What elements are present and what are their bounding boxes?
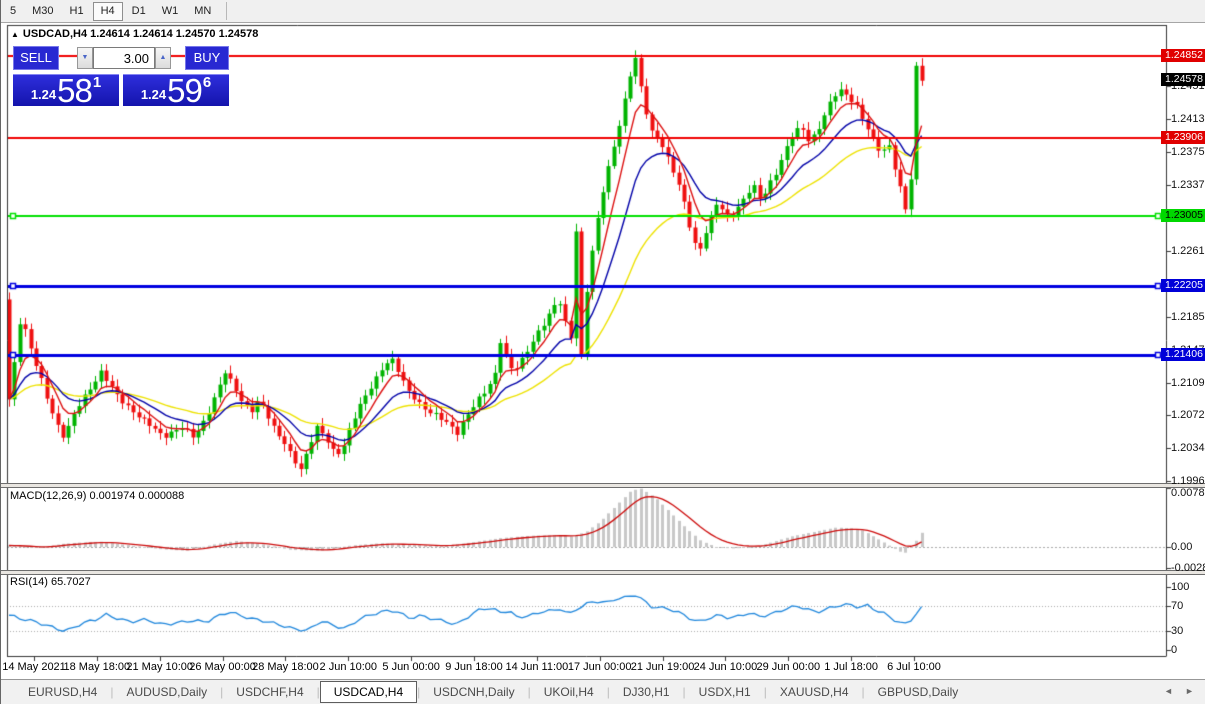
time-axis-label: 21 Jun 19:00 <box>630 661 695 673</box>
hline-price-badge[interactable]: 1.21406 <box>1161 348 1205 362</box>
time-axis-label: 21 May 10:00 <box>126 661 194 673</box>
time-axis-label: 1 Jul 18:00 <box>824 661 879 673</box>
macd-tick: 0.00782 <box>1171 487 1205 499</box>
chart-tab-ukoil-h4[interactable]: UKOil,H4 <box>543 685 594 699</box>
sell-price-big: 58 <box>57 72 93 109</box>
one-click-trading-widget: SELL ▼ ▲ BUY 1.24 58 1 1.24 59 6 <box>13 44 229 109</box>
time-axis-label: 14 Jun 11:00 <box>505 661 569 673</box>
volume-input[interactable] <box>93 47 155 69</box>
chart-title-text: USDCAD,H4 1.24614 1.24614 1.24570 1.2457… <box>22 28 259 40</box>
chart-tab-eurusd-h4[interactable]: EURUSD,H4 <box>28 685 98 699</box>
macd-tick: -0.00285 <box>1171 562 1205 575</box>
price-tick: 1.20720 <box>1171 408 1205 421</box>
chart-tab-xauusd-h4[interactable]: XAUUSD,H4 <box>779 685 849 699</box>
price-tick: 1.23370 <box>1171 178 1205 191</box>
pane-splitter-macd[interactable] <box>1 483 1205 488</box>
tab-separator: | <box>763 685 767 699</box>
price-tick: 1.21850 <box>1171 310 1205 323</box>
chart-tab-usdchf-h4[interactable]: USDCHF,H4 <box>236 685 304 699</box>
sell-price-box[interactable]: 1.24 58 1 <box>13 72 119 109</box>
hline-price-badge[interactable]: 1.22205 <box>1161 278 1205 292</box>
rsi-indicator-label: RSI(14) 65.7027 <box>10 576 91 588</box>
triangle-down-icon: ▼ <box>81 54 89 61</box>
chart-tab-gbpusd-daily[interactable]: GBPUSD,Daily <box>877 685 959 699</box>
hline-price-badge[interactable]: 1.23906 <box>1161 131 1205 145</box>
time-axis-label: 28 May 18:00 <box>252 661 319 673</box>
time-axis-label: 14 May 2021 <box>2 661 66 673</box>
rsi-tick: 30 <box>1171 625 1184 638</box>
buy-button[interactable]: BUY <box>185 46 229 70</box>
buy-price-big: 59 <box>167 72 203 109</box>
price-tick: 1.24130 <box>1171 112 1205 125</box>
price-scale[interactable]: 1.245101.241301.237501.233701.226101.218… <box>1161 0 1205 679</box>
time-axis-label: 2 Jun 10:00 <box>319 661 378 673</box>
hline-price-badge[interactable]: 1.23005 <box>1161 209 1205 223</box>
volume-increase-button[interactable]: ▲ <box>155 47 171 69</box>
tab-separator: | <box>220 685 224 699</box>
tab-separator: | <box>417 685 421 699</box>
time-axis-label: 18 May 18:00 <box>63 661 131 673</box>
chart-tab-bar: EURUSD,H4 | AUDUSD,Daily | USDCHF,H4 | USDCAD,… <box>1 679 1205 704</box>
rsi-tick: 100 <box>1171 580 1190 593</box>
tab-separator: | <box>316 685 320 699</box>
buy-price-prefix: 1.24 <box>140 87 167 102</box>
time-axis-label: 24 Jun 10:00 <box>693 661 758 673</box>
volume-decrease-button[interactable]: ▼ <box>77 47 93 69</box>
time-axis-label: 9 Jun 18:00 <box>445 661 503 673</box>
tab-scroll-right-icon[interactable]: ► <box>1185 686 1194 696</box>
current-price-badge: 1.24578 <box>1161 72 1205 86</box>
pane-splitter-rsi[interactable] <box>1 570 1205 575</box>
rsi-tick: 70 <box>1171 599 1184 612</box>
time-axis-label: 6 Jul 10:00 <box>887 661 941 673</box>
time-axis[interactable]: 14 May 2021 18 May 18:00 21 May 10:00 26 Ma… <box>1 657 1166 679</box>
chart-title: ▲ USDCAD,H4 1.24614 1.24614 1.24570 1.245… <box>11 28 258 40</box>
tab-separator: | <box>606 685 610 699</box>
chart-tab-usdcnh-daily[interactable]: USDCNH,Daily <box>433 685 515 699</box>
time-axis-label: 17 Jun 00:00 <box>567 661 632 673</box>
triangle-up-icon: ▲ <box>159 54 167 61</box>
price-tick: 1.23750 <box>1171 145 1205 158</box>
price-tick: 1.21090 <box>1171 376 1205 389</box>
sell-button[interactable]: SELL <box>13 46 59 70</box>
rsi-tick: 0 <box>1171 644 1178 656</box>
time-axis-label: 26 May 00:00 <box>189 661 256 673</box>
chart-tab-audusd-daily[interactable]: AUDUSD,Daily <box>126 685 208 699</box>
hline-price-badge[interactable]: 1.24852 <box>1161 49 1205 62</box>
tab-separator: | <box>861 685 865 699</box>
sell-price-pip: 1 <box>92 74 102 91</box>
macd-tick: 0.00 <box>1171 541 1193 553</box>
tab-scroll-left-icon[interactable]: ◄ <box>1164 686 1173 696</box>
price-tick: 1.22610 <box>1171 244 1205 257</box>
chart-tab-usdx-h1[interactable]: USDX,H1 <box>698 685 751 699</box>
one-click-collapse-icon[interactable]: ▲ <box>11 30 19 39</box>
tab-separator: | <box>110 685 114 699</box>
time-axis-label: 5 Jun 00:00 <box>382 661 440 673</box>
tab-separator: | <box>682 685 686 699</box>
tab-separator: | <box>527 685 531 699</box>
buy-price-box[interactable]: 1.24 59 6 <box>123 72 229 109</box>
time-axis-label: 29 Jun 00:00 <box>756 661 821 673</box>
macd-indicator-label: MACD(12,26,9) 0.001974 0.000088 <box>10 490 185 502</box>
chart-tab-usdcad-h4[interactable]: USDCAD,H4 <box>319 681 418 703</box>
chart-tab-dj30-h1[interactable]: DJ30,H1 <box>622 685 670 699</box>
chart-canvas[interactable] <box>1 0 1205 679</box>
buy-price-pip: 6 <box>202 74 212 91</box>
sell-price-prefix: 1.24 <box>30 87 57 102</box>
price-tick: 1.20340 <box>1171 442 1205 454</box>
